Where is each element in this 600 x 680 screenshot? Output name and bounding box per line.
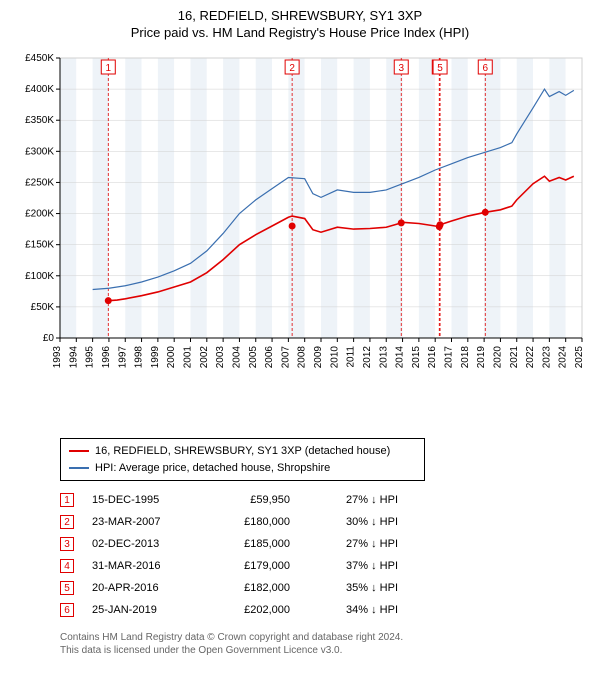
svg-text:£350K: £350K [25,115,54,126]
sale-marker: 5 [60,581,74,595]
svg-text:1993: 1993 [52,346,63,369]
svg-text:£0: £0 [43,333,55,344]
chart-svg: £0 £50K £100K £150K £200K £250K £300K £350K £400… [12,48,588,388]
svg-text:2008: 2008 [297,346,308,369]
sale-price: £185,000 [210,538,290,550]
svg-text:1999: 1999 [150,346,161,369]
svg-text:2001: 2001 [183,346,194,369]
svg-text:2009: 2009 [313,346,324,369]
svg-text:2014: 2014 [395,346,406,369]
legend-swatch-hpi [69,467,89,469]
title-line-1: 16, REDFIELD, SHREWSBURY, SY1 3XP [12,8,588,23]
price-chart: £0 £50K £100K £150K £200K £250K £300K £350K £400… [12,48,588,388]
sale-diff: 35% ↓ HPI [308,582,398,594]
sale-price: £179,000 [210,560,290,572]
svg-text:1996: 1996 [101,346,112,369]
svg-text:2019: 2019 [476,346,487,369]
legend-box: 16, REDFIELD, SHREWSBURY, SY1 3XP (detac… [60,438,425,481]
legend-label-property: 16, REDFIELD, SHREWSBURY, SY1 3XP (detac… [95,443,390,460]
svg-text:2006: 2006 [264,346,275,369]
svg-text:2016: 2016 [427,346,438,369]
sale-row: 4 31-MAR-2016 £179,000 37% ↓ HPI [60,555,588,577]
svg-text:£200K: £200K [25,209,54,220]
sale-diff: 34% ↓ HPI [308,604,398,616]
sale-diff: 37% ↓ HPI [308,560,398,572]
sale-price: £182,000 [210,582,290,594]
sale-marker: 6 [60,603,74,617]
svg-text:£50K: £50K [31,302,55,313]
svg-text:1998: 1998 [134,346,145,369]
legend-row-property: 16, REDFIELD, SHREWSBURY, SY1 3XP (detac… [69,443,416,460]
svg-text:2023: 2023 [541,346,552,369]
legend-swatch-property [69,450,89,452]
svg-text:£450K: £450K [25,53,54,64]
sale-price: £202,000 [210,604,290,616]
legend-row-hpi: HPI: Average price, detached house, Shro… [69,460,416,477]
legend-label-hpi: HPI: Average price, detached house, Shro… [95,460,330,477]
sale-row: 2 23-MAR-2007 £180,000 30% ↓ HPI [60,511,588,533]
footer-line-2: This data is licensed under the Open Gov… [60,644,588,657]
svg-text:1997: 1997 [117,346,128,369]
svg-text:2003: 2003 [215,346,226,369]
svg-text:£300K: £300K [25,146,54,157]
svg-text:1994: 1994 [68,346,79,369]
svg-text:2024: 2024 [558,346,569,369]
footer: Contains HM Land Registry data © Crown c… [60,631,588,657]
sale-marker: 1 [60,493,74,507]
sale-row: 6 25-JAN-2019 £202,000 34% ↓ HPI [60,599,588,621]
svg-text:£100K: £100K [25,271,54,282]
svg-text:2015: 2015 [411,346,422,369]
sale-marker: 4 [60,559,74,573]
sale-price: £180,000 [210,516,290,528]
sale-date: 23-MAR-2007 [92,516,192,528]
svg-text:1: 1 [106,63,112,74]
sale-date: 25-JAN-2019 [92,604,192,616]
sale-date: 31-MAR-2016 [92,560,192,572]
sale-row: 1 15-DEC-1995 £59,950 27% ↓ HPI [60,489,588,511]
svg-text:1995: 1995 [85,346,96,369]
title-line-2: Price paid vs. HM Land Registry's House … [12,25,588,40]
sale-date: 02-DEC-2013 [92,538,192,550]
sale-diff: 27% ↓ HPI [308,538,398,550]
sale-marker: 2 [60,515,74,529]
svg-text:2004: 2004 [231,346,242,369]
footer-line-1: Contains HM Land Registry data © Crown c… [60,631,588,644]
svg-text:2022: 2022 [525,346,536,369]
sale-date: 15-DEC-1995 [92,494,192,506]
sale-diff: 30% ↓ HPI [308,516,398,528]
svg-text:2010: 2010 [329,346,340,369]
sale-row: 3 02-DEC-2013 £185,000 27% ↓ HPI [60,533,588,555]
sale-table: 1 15-DEC-1995 £59,950 27% ↓ HPI 2 23-MAR-2007… [60,489,588,621]
svg-text:5: 5 [437,63,443,74]
container: 16, REDFIELD, SHREWSBURY, SY1 3XP Price … [0,0,600,665]
svg-text:2018: 2018 [460,346,471,369]
svg-text:2020: 2020 [492,346,503,369]
svg-text:2005: 2005 [248,346,259,369]
sale-diff: 27% ↓ HPI [308,494,398,506]
svg-text:2002: 2002 [199,346,210,369]
svg-text:3: 3 [398,63,404,74]
sale-date: 20-APR-2016 [92,582,192,594]
svg-text:2013: 2013 [378,346,389,369]
svg-text:6: 6 [482,63,488,74]
sale-marker: 3 [60,537,74,551]
svg-text:2017: 2017 [444,346,455,369]
svg-text:2021: 2021 [509,346,520,369]
sale-row: 5 20-APR-2016 £182,000 35% ↓ HPI [60,577,588,599]
svg-text:2007: 2007 [280,346,291,369]
svg-text:2000: 2000 [166,346,177,369]
svg-text:£400K: £400K [25,84,54,95]
svg-text:£250K: £250K [25,177,54,188]
svg-text:2025: 2025 [574,346,585,369]
svg-text:2011: 2011 [346,346,357,368]
svg-text:£150K: £150K [25,240,54,251]
svg-text:2012: 2012 [362,346,373,369]
sale-price: £59,950 [210,494,290,506]
svg-text:2: 2 [289,63,295,74]
